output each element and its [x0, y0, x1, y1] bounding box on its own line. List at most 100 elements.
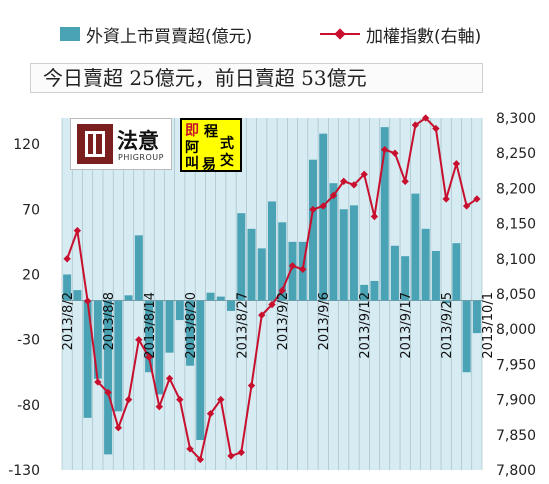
bar — [124, 295, 133, 301]
right-tick-label: 8,150 — [496, 217, 536, 233]
summary-banner: 今日賣超 25億元，前日賣超 53億元 — [30, 63, 483, 93]
logo-char: 阿 — [185, 140, 199, 156]
phigroup-logo-cn: 法意 — [117, 129, 159, 153]
left-tick-label: 20 — [22, 267, 40, 283]
right-tick-label: 8,250 — [496, 146, 536, 162]
bar — [73, 290, 82, 301]
bar — [401, 256, 410, 301]
bar — [288, 241, 297, 301]
right-tick-label: 8,200 — [496, 181, 536, 197]
right-axis-ticks: 7,800 7,850 7,900 7,950 8,000 8,050 8,100 8,150… — [496, 111, 536, 479]
program-trading-logo: 即 程 阿 式 叫 交 易 — [180, 118, 242, 173]
bar — [421, 228, 430, 301]
index-point — [462, 202, 471, 210]
bar — [360, 284, 369, 301]
bar — [114, 300, 123, 412]
right-tick-label: 8,050 — [496, 287, 536, 303]
bar — [247, 228, 256, 301]
bar — [308, 159, 317, 301]
index-point — [329, 191, 338, 200]
index-point — [176, 395, 184, 404]
right-tick-label: 7,900 — [496, 393, 536, 409]
bar — [431, 250, 440, 301]
logo-char: 即 — [185, 123, 199, 139]
left-tick-label: 120 — [13, 137, 40, 153]
index-point — [319, 202, 327, 210]
index-point — [473, 195, 481, 203]
index-point — [247, 381, 256, 390]
bar — [93, 300, 102, 379]
logo-char: 叫 — [185, 156, 199, 172]
index-point — [196, 455, 204, 464]
bar — [257, 248, 266, 301]
bar — [411, 193, 420, 301]
index-point — [83, 297, 92, 305]
bar — [227, 300, 236, 311]
bar — [329, 183, 338, 301]
bar — [206, 292, 215, 301]
index-point — [73, 226, 82, 235]
index-point — [288, 262, 297, 270]
bar — [186, 300, 195, 366]
bar — [380, 127, 389, 301]
bar — [349, 205, 358, 301]
legend-bar-swatch — [60, 27, 80, 41]
left-axis-ticks: -130 -80 -30 20 70 120 — [8, 137, 40, 479]
index-point — [135, 336, 143, 344]
x-tick-label: 2013/9/17 — [399, 292, 414, 359]
bar — [370, 280, 379, 301]
index-point — [186, 445, 194, 453]
x-tick-label: 2013/10/1 — [481, 292, 496, 359]
index-point — [309, 205, 317, 214]
bar-series — [63, 127, 481, 455]
index-point — [206, 410, 215, 418]
index-point — [411, 121, 420, 129]
bar — [155, 300, 164, 395]
logo-char: 式 — [220, 136, 234, 152]
bar — [216, 296, 225, 301]
legend-line-label: 加權指數(右軸) — [366, 27, 482, 47]
right-tick-label: 7,800 — [496, 463, 536, 479]
bar — [145, 300, 154, 373]
x-tick-label: 2013/9/25 — [440, 292, 455, 359]
right-tick-label: 8,000 — [496, 322, 536, 338]
bar — [134, 235, 143, 301]
logo-char: 程 — [204, 124, 218, 140]
bar — [390, 245, 399, 301]
logo-char: 易 — [202, 157, 216, 173]
logo-char: 交 — [220, 153, 234, 169]
left-tick-label: -30 — [17, 333, 40, 349]
index-point — [94, 378, 102, 386]
x-tick-label: 2013/9/2 — [276, 292, 291, 350]
right-tick-label: 7,950 — [496, 357, 536, 373]
bar — [339, 209, 348, 301]
index-point — [237, 448, 245, 457]
index-point — [360, 170, 368, 178]
bar — [63, 274, 72, 301]
bar — [104, 300, 113, 455]
index-point — [114, 424, 123, 432]
bar — [237, 213, 246, 301]
index-point — [401, 177, 409, 186]
index-point — [421, 114, 430, 122]
bar — [319, 133, 328, 301]
bar — [83, 300, 92, 418]
bar — [278, 222, 287, 301]
x-axis-labels: 2013/8/2 2013/8/8 2013/8/14 2013/8/20 2013/8… — [61, 292, 496, 359]
x-tick-label: 2013/9/12 — [358, 292, 373, 359]
bar — [175, 300, 184, 321]
index-point — [217, 395, 225, 404]
index-point — [227, 452, 235, 460]
gridlines — [61, 118, 483, 470]
x-tick-label: 2013/8/2 — [61, 292, 76, 350]
index-point — [350, 181, 358, 189]
x-tick-label: 2013/8/14 — [143, 292, 158, 359]
bar — [462, 300, 471, 373]
x-tick-label: 2013/8/8 — [102, 292, 117, 350]
index-point — [145, 353, 153, 362]
index-point — [165, 374, 174, 383]
right-tick-label: 7,850 — [496, 428, 536, 444]
index-point — [258, 311, 266, 319]
right-tick-label: 8,100 — [496, 252, 536, 268]
